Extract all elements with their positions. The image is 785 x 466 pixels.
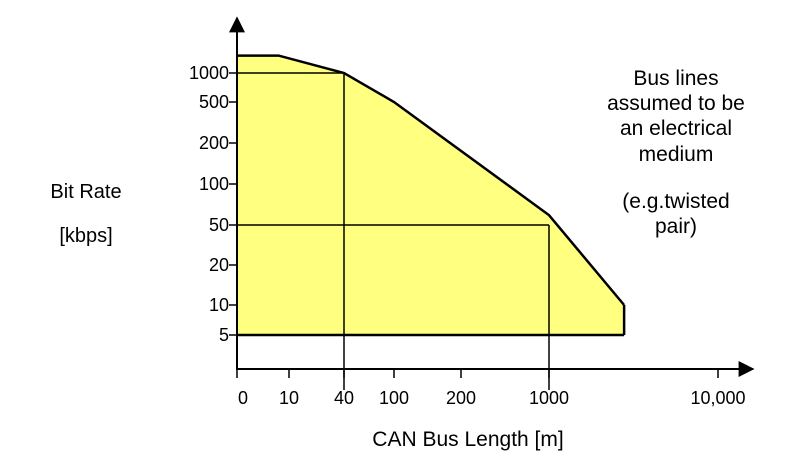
x-tick-label-40: 40 [334, 388, 354, 408]
y-tick-label-10: 10 [209, 295, 229, 315]
annotation-line-6: pair) [655, 215, 697, 238]
y-tick-label-200: 200 [199, 133, 229, 153]
y-tick-label-1000: 1000 [189, 63, 229, 83]
y-tick-label-500: 500 [199, 92, 229, 112]
valid-operating-region [237, 55, 625, 335]
y-axis-ticks: 5 10 20 50 100 200 500 1000 [189, 63, 237, 345]
max-bitrate-curve [237, 54, 626, 306]
x-tick-label-200: 200 [446, 388, 476, 408]
annotation-line-2: assumed to be [607, 92, 745, 115]
x-tick-label-10,000: 10,000 [690, 388, 745, 408]
annotation: Bus lines assumed to be an electrical me… [607, 67, 745, 238]
reference-lines [237, 72, 625, 390]
y-tick-label-5: 5 [219, 325, 229, 345]
y-axis-label-line-2: [kbps] [59, 225, 112, 247]
x-tick-label-0: 0 [238, 388, 248, 408]
y-tick-label-50: 50 [209, 215, 229, 235]
annotation-line-4: medium [639, 143, 714, 166]
annotation-line-3: an electrical [620, 117, 732, 140]
y-tick-label-20: 20 [209, 255, 229, 275]
x-axis-label: CAN Bus Length [m] [372, 428, 563, 451]
annotation-line-5: (e.g.twisted [622, 190, 729, 213]
x-tick-label-10: 10 [279, 388, 299, 408]
x-tick-label-100: 100 [379, 388, 409, 408]
x-tick-label-1000: 1000 [529, 388, 569, 408]
y-axis-label-line-1: Bit Rate [50, 181, 121, 203]
x-axis-ticks: 0 10 40 100 200 1000 10,000 [236, 369, 746, 408]
y-tick-label-100: 100 [199, 174, 229, 194]
annotation-line-1: Bus lines [633, 67, 718, 90]
